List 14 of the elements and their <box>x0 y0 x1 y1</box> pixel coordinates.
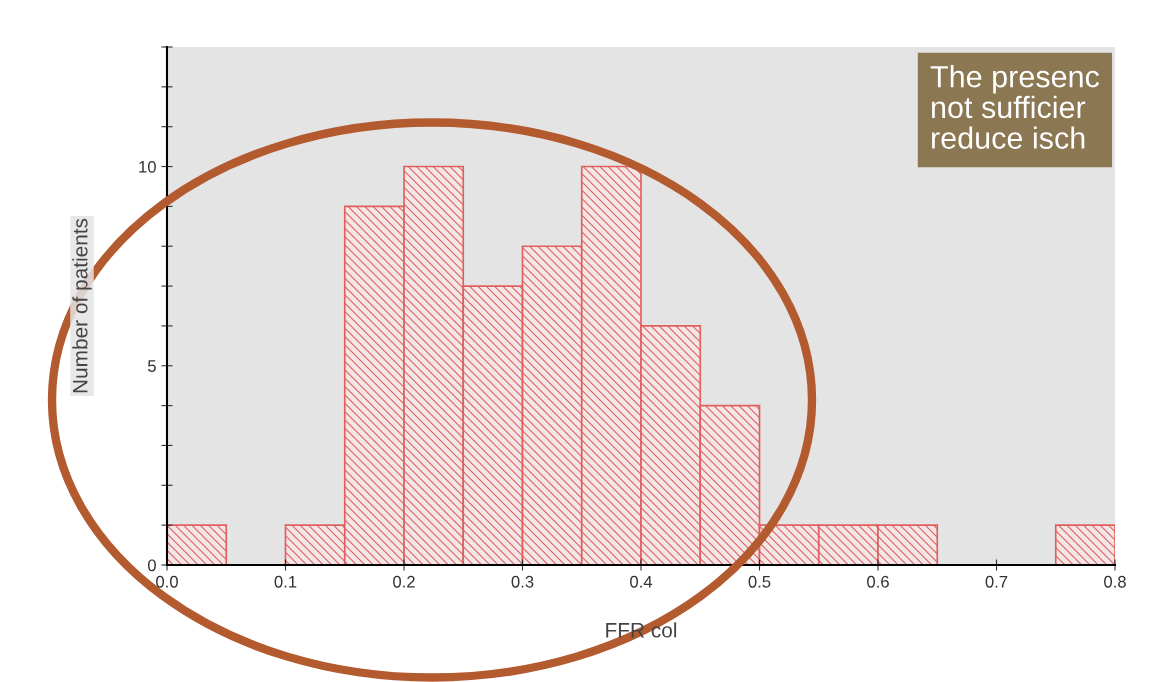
y-tick-label: 0 <box>147 559 156 572</box>
x-tick-label: 0.5 <box>748 575 771 588</box>
y-tick-label: 5 <box>147 360 156 372</box>
x-tick-label: 0.1 <box>274 575 297 588</box>
x-tick-label: 0.2 <box>393 575 415 588</box>
y-tick-label: 10 <box>139 160 156 173</box>
x-tick-label: 0.4 <box>630 575 653 588</box>
x-tick-label: 0.3 <box>511 575 534 588</box>
annotation: The presenc not sufficier reduce isch <box>930 65 1100 149</box>
x-tick-label: 0.6 <box>867 575 889 588</box>
x-tick-label: 0.8 <box>1104 575 1126 588</box>
x-tick-label: 0.0 <box>156 575 178 588</box>
x-tick-label: 0.7 <box>985 575 1008 588</box>
y-axis-title: Number of patients <box>72 218 92 393</box>
